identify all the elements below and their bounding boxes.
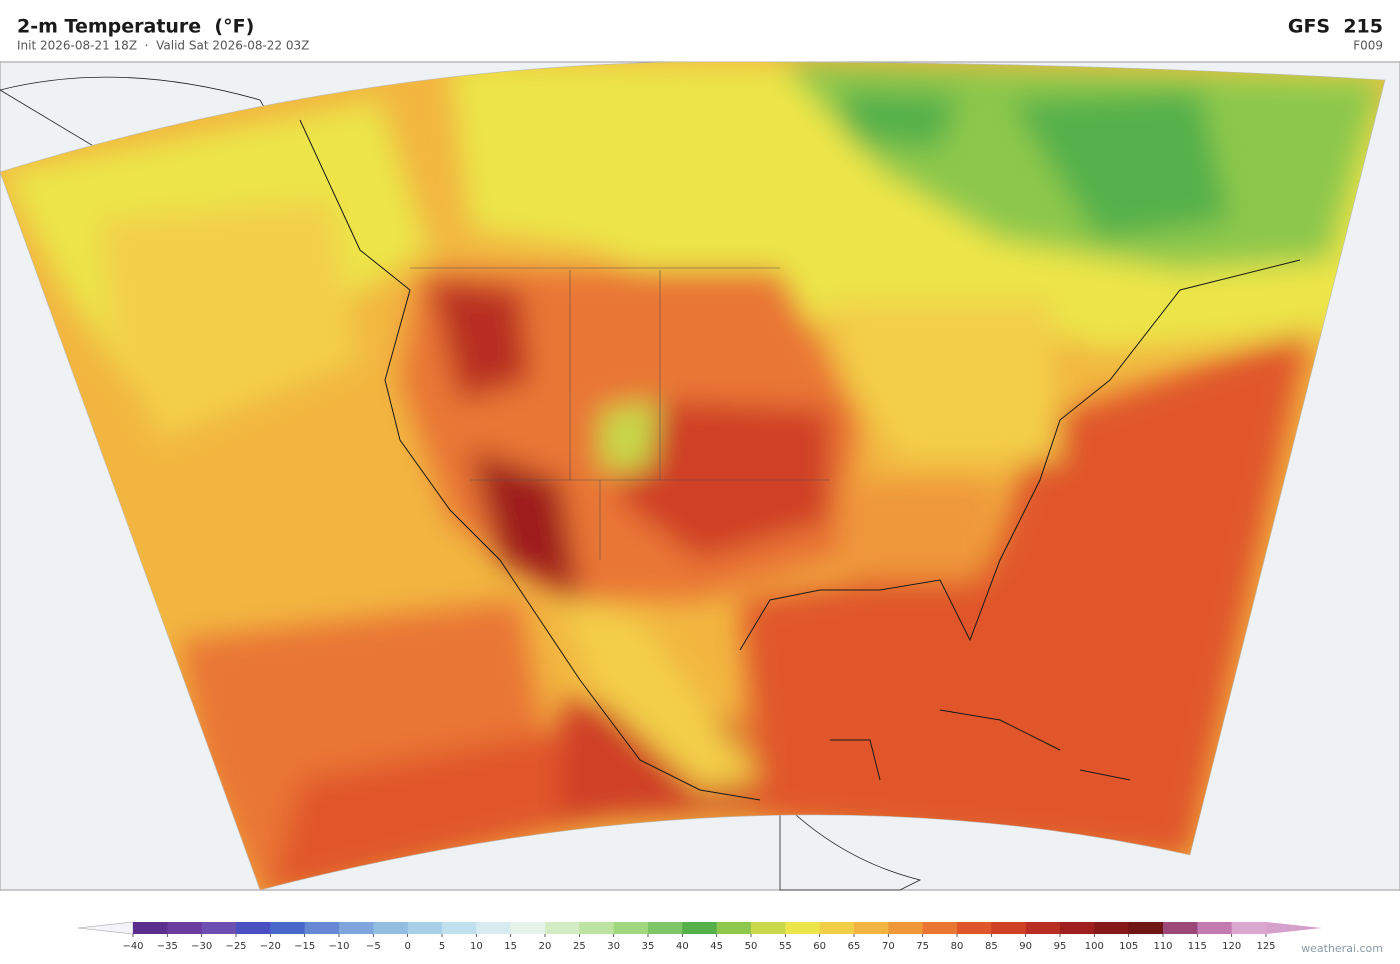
colorbar-bin — [1231, 922, 1267, 934]
colorbar-tick-label: 10 — [470, 941, 483, 952]
colorbar-tick-label: 75 — [916, 941, 929, 952]
colorbar-tick-label: 110 — [1153, 941, 1172, 952]
colorbar-tick-label: 80 — [951, 941, 964, 952]
borders — [410, 267, 830, 560]
colorbar-tick-label: −5 — [366, 941, 381, 952]
colorbar-bin — [1094, 922, 1130, 934]
colorbar-tick-label: −20 — [260, 941, 281, 952]
colorbar-bin — [682, 922, 718, 934]
model-name: GFS 215 — [1288, 16, 1383, 38]
colorbar-tick-label: −15 — [294, 941, 315, 952]
colorbar-tick-label: −35 — [157, 941, 178, 952]
map-subtitle: Init 2026-08-21 18Z · Valid Sat 2026-08-… — [17, 39, 309, 53]
colorbar-over — [1266, 922, 1322, 934]
colorbar-tick-label: −40 — [122, 941, 143, 952]
colorbar-tick-label: 50 — [745, 941, 758, 952]
colorbar-tick-label: 55 — [779, 941, 792, 952]
colorbar-bin — [407, 922, 443, 934]
colorbar-bin — [545, 922, 580, 934]
colorbar-tick-label: 30 — [607, 941, 620, 952]
colorbar-tick-label: −30 — [191, 941, 212, 952]
colorbar-tick-label: 5 — [439, 941, 445, 952]
colorbar-tick-label: 25 — [573, 941, 586, 952]
colorbar-bin — [922, 922, 958, 934]
colorbar-tick-label: −25 — [225, 941, 246, 952]
colorbar-bin — [201, 922, 237, 934]
colorbar-bin — [476, 922, 512, 934]
temperature-field — [0, 61, 1385, 891]
colorbar-bin — [1163, 922, 1198, 934]
colorbar-tick-label: 20 — [539, 941, 552, 952]
map — [0, 61, 1400, 891]
colorbar-tick-label: 85 — [985, 941, 998, 952]
domain-outline — [0, 61, 1386, 891]
colorbar: −40 −35 −30 −25 −20 −15 −10 −5 0 5 10 15 20 25 30 35 40 4… — [77, 921, 1322, 952]
colorbar-tick-label: 15 — [504, 941, 517, 952]
colorbar-bin — [236, 922, 271, 934]
coastline — [299, 119, 1301, 801]
colorbar-tick-label: 90 — [1019, 941, 1032, 952]
credit: weatherai.com — [1301, 942, 1383, 955]
colorbar-tick-label: 120 — [1222, 941, 1241, 952]
colorbar-bin — [304, 922, 340, 934]
colorbar-bin — [579, 922, 615, 934]
colorbar-bin — [442, 922, 477, 934]
colorbar-tick-label: 65 — [848, 941, 861, 952]
colorbar-bin — [785, 922, 821, 934]
colorbar-tick-label: 60 — [813, 941, 826, 952]
colorbar-bin — [133, 922, 168, 934]
colorbar-bin — [1025, 922, 1061, 934]
colorbar-bin — [648, 922, 683, 934]
colorbar-bin — [991, 922, 1027, 934]
map-title: 2-m Temperature (°F) — [17, 16, 254, 38]
colorbar-bin — [888, 922, 924, 934]
colorbar-tick-label: 125 — [1256, 941, 1275, 952]
colorbar-tick-label: 100 — [1085, 941, 1104, 952]
colorbar-bin — [957, 922, 992, 934]
colorbar-bin — [1060, 922, 1095, 934]
colorbar-tick-label: 40 — [676, 941, 689, 952]
colorbar-bin — [751, 922, 786, 934]
colorbar-tick-label: 35 — [642, 941, 655, 952]
colorbar-bin — [373, 922, 409, 934]
colorbar-tick-label: −10 — [328, 941, 349, 952]
colorbar-tick-label: 0 — [404, 941, 410, 952]
colorbar-bin — [819, 922, 855, 934]
colorbar-tick-label: 115 — [1188, 941, 1207, 952]
colorbar-bin — [613, 922, 649, 934]
colorbar-bin — [270, 922, 306, 934]
colorbar-bin — [716, 922, 752, 934]
colorbar-tick-label: 95 — [1054, 941, 1067, 952]
forecast-hour: F009 — [1353, 39, 1383, 53]
colorbar-tick-label: 70 — [882, 941, 895, 952]
colorbar-tick-label: 105 — [1119, 941, 1138, 952]
colorbar-bin — [854, 922, 889, 934]
colorbar-bin — [167, 922, 203, 934]
colorbar-bin — [1197, 922, 1233, 934]
colorbar-bin — [339, 922, 374, 934]
colorbar-bin — [510, 922, 546, 934]
colorbar-bin — [1128, 922, 1164, 934]
colorbar-under — [77, 921, 134, 935]
colorbar-tick-label: 45 — [710, 941, 723, 952]
